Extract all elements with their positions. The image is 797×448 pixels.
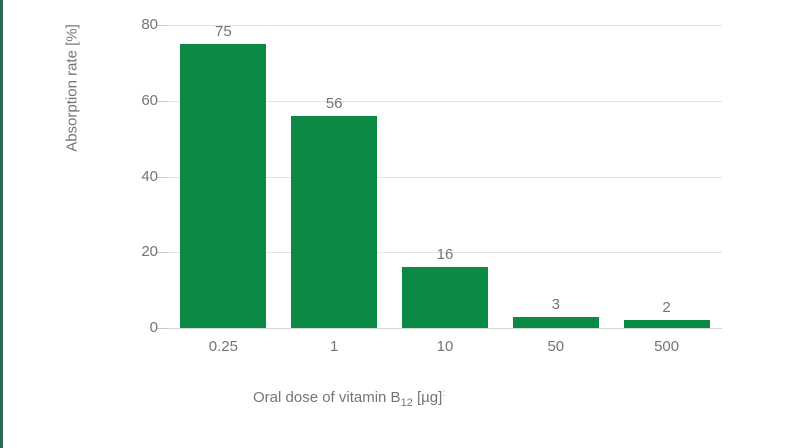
x-axis-title-footnote-mark: : (442, 388, 446, 399)
bar-slot-0.25: 75 (168, 23, 279, 328)
gridline-y-80 (168, 25, 722, 26)
y-tick-label-0: 0 (149, 319, 158, 336)
bar-slot-10: 16 (390, 25, 501, 328)
gridline-y-0 (168, 328, 722, 329)
y-tickmark-80 (156, 25, 168, 26)
bar-slot-50: 3 (500, 25, 611, 328)
y-tickmark-0 (156, 328, 168, 329)
bar-value-label-50: 3 (551, 296, 560, 313)
y-axis-title: Absorption rate [%] (63, 24, 81, 152)
bar-500 (623, 320, 710, 328)
x-axis-title-unit: [µg] (412, 389, 443, 406)
gridline-y-40 (168, 176, 722, 178)
bar-value-label-10: 16 (436, 246, 454, 263)
bar-10 (401, 267, 488, 328)
gridline-y-60 (168, 100, 722, 102)
bar-slot-500: 2 (611, 25, 722, 328)
x-tick-label-0.25: 0.25 (208, 338, 238, 355)
y-tickmark-60 (156, 100, 168, 102)
bar-0.25 (180, 44, 267, 328)
x-tick-label-10: 10 (436, 338, 454, 355)
plot-area: 75 56 16 3 2 (156, 23, 722, 329)
x-tick-label-500: 500 (654, 338, 680, 355)
bar-slot-1: 56 (279, 25, 390, 328)
y-tickmark-20 (156, 252, 168, 254)
bar-value-label-500: 2 (662, 299, 671, 316)
y-tick-label-80: 80 (141, 16, 158, 33)
x-axis-title-text: Oral dose of vitamin B (253, 389, 401, 406)
left-accent-border (0, 0, 3, 448)
bar-value-label-1: 56 (325, 95, 343, 112)
x-tick-label-50: 50 (547, 338, 565, 355)
bar-50 (512, 317, 599, 328)
x-axis-title: Oral dose of vitamin B12 [µg]: (253, 388, 446, 409)
gridline-y-20 (168, 252, 722, 254)
y-tick-label-60: 60 (141, 91, 158, 109)
y-tick-label-40: 40 (141, 167, 158, 185)
y-tick-label-20: 20 (141, 243, 158, 261)
x-tick-label-1: 1 (330, 338, 339, 355)
x-axis-title-subscript: 12 (400, 397, 413, 409)
y-tickmark-40 (156, 176, 168, 178)
bar-1 (291, 116, 378, 328)
bar-value-label-0.25: 75 (215, 23, 232, 40)
